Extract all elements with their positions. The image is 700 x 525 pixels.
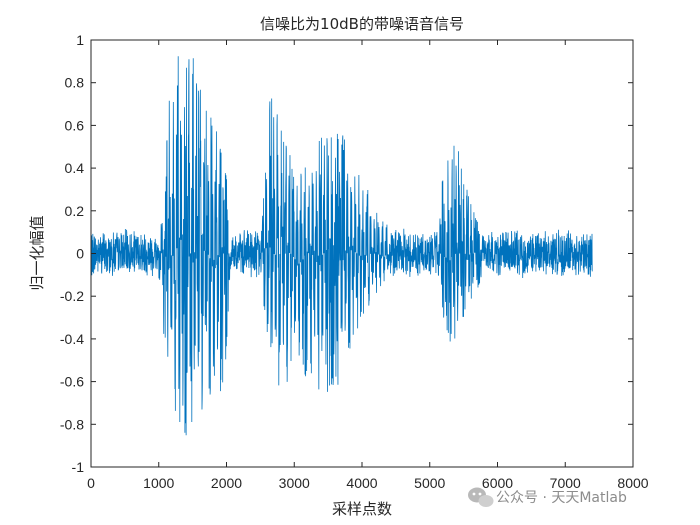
x-axis-ticks: 0 1000 2000 3000 4000 5000 6000 7000 8000: [87, 40, 649, 491]
y-axis-ticks: -1 -0.8 -0.6 -0.4 -0.2 0 0.2 0.4 0.6 0.8 1: [60, 32, 633, 475]
y-tick-label: -0.6: [60, 374, 84, 390]
y-tick-label: 0.6: [65, 117, 85, 133]
y-tick-label: -0.8: [60, 416, 84, 432]
y-tick-label: -0.4: [60, 331, 84, 347]
x-tick-label: 0: [87, 475, 95, 491]
y-tick-label: 0.8: [65, 75, 85, 91]
signal-series-line: [90, 56, 593, 436]
y-axis-label: 归一化幅值: [28, 215, 46, 290]
x-tick-label: 4000: [346, 475, 377, 491]
y-tick-label: 0.4: [65, 160, 85, 176]
chart-title: 信噪比为10dB的带噪语音信号: [260, 15, 464, 33]
y-tick-label: 0.2: [65, 203, 85, 219]
wechat-icon: [468, 487, 494, 507]
x-tick-label: 7000: [550, 475, 581, 491]
x-tick-label: 6000: [482, 475, 513, 491]
watermark-text: 公众号 · 天天Matlab: [496, 490, 627, 506]
y-tick-label: -1: [72, 459, 85, 475]
y-tick-label: -0.2: [60, 288, 84, 304]
x-tick-label: 2000: [211, 475, 242, 491]
x-tick-label: 5000: [414, 475, 445, 491]
x-tick-label: 1000: [143, 475, 174, 491]
y-tick-label: 1: [76, 32, 84, 48]
x-axis-label: 采样点数: [332, 500, 392, 518]
y-tick-label: 0: [76, 246, 84, 262]
x-tick-label: 8000: [617, 475, 648, 491]
watermark: 公众号 · 天天Matlab: [468, 487, 627, 507]
x-tick-label: 3000: [279, 475, 310, 491]
